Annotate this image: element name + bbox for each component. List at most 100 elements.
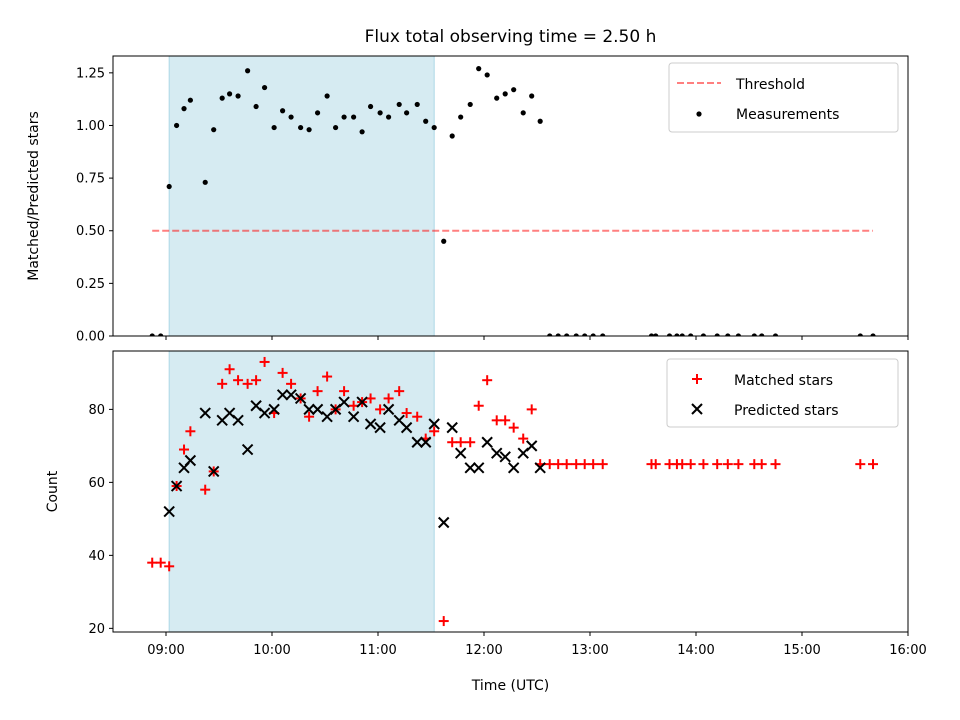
- measurement-point: [688, 333, 694, 336]
- measurement-point: [187, 97, 193, 103]
- predicted-star-point: [446, 421, 458, 434]
- predicted-star-point: [364, 418, 377, 430]
- matched-star-point: [508, 422, 519, 433]
- matched-star-point: [164, 561, 175, 572]
- x-tick-label: 14:00: [677, 643, 714, 658]
- measurement-point: [666, 333, 673, 336]
- measurement-point: [351, 114, 357, 120]
- matched-star-point: [650, 459, 661, 470]
- matched-star-point: [401, 408, 412, 419]
- count-panel-marks: [147, 356, 879, 627]
- matched-star-point: [526, 404, 537, 415]
- measurement-point: [725, 333, 731, 336]
- matched-star-point: [544, 459, 555, 470]
- matched-star-point: [447, 437, 458, 448]
- predicted-star-point: [507, 462, 520, 474]
- ratio-y-axis-label: Matched/Predicted stars: [26, 111, 42, 281]
- matched-star-point: [375, 404, 386, 415]
- legend-box: [666, 358, 899, 428]
- measurement-point: [653, 333, 659, 336]
- predicted-star-point: [438, 516, 450, 529]
- measurement-point: [537, 118, 543, 124]
- matched-star-point: [217, 378, 228, 389]
- matched-star-point: [455, 437, 466, 448]
- predicted-star-point: [207, 465, 220, 478]
- measurement-point: [396, 101, 402, 108]
- predicted-star-point: [382, 403, 395, 416]
- measurement-point: [648, 333, 655, 336]
- matched-star-point: [412, 411, 423, 422]
- legend-measurements-swatch: [696, 111, 702, 117]
- measurement-point: [467, 101, 473, 108]
- observing-window-shading: [168, 55, 435, 337]
- matched-star-point: [712, 459, 723, 470]
- plot-frame: [112, 350, 909, 633]
- matched-star-point: [571, 459, 582, 470]
- predicted-star-point: [356, 396, 368, 408]
- matched-star-point: [770, 459, 781, 470]
- matched-star-point: [855, 459, 866, 470]
- time-x-axis-label: Time (UTC): [471, 678, 549, 694]
- y-tick-label: 0.50: [76, 224, 105, 239]
- measurement-point: [458, 114, 464, 120]
- predicted-star-point: [472, 462, 485, 474]
- x-tick-label: 16:00: [889, 643, 926, 658]
- predicted-star-point: [232, 414, 244, 427]
- predicted-star-point: [268, 403, 280, 416]
- matched-star-point: [438, 616, 449, 627]
- legend-predicted-label: Predicted stars: [734, 403, 839, 419]
- count-panel-axes: 20 40 60 80 09:00 10:00 11:00 12:00 13:00 14:00 15…: [88, 350, 927, 658]
- measurement-point: [511, 87, 517, 93]
- measurement-point: [679, 333, 685, 336]
- count-legend: Matched stars Predicted stars: [666, 358, 899, 428]
- measurement-point: [414, 101, 420, 108]
- matched-star-point: [277, 367, 288, 378]
- matched-star-point: [465, 437, 476, 448]
- x-tick-label: 13:00: [571, 643, 608, 658]
- matched-star-point: [482, 375, 493, 386]
- matched-star-point: [597, 459, 608, 470]
- ratio-panel-axes: 0.00 0.25 0.50 0.75 1.00 1.25: [76, 55, 909, 345]
- predicted-star-point: [303, 403, 315, 416]
- count-y-axis-label: Count: [45, 470, 61, 512]
- measurement-point: [341, 114, 347, 120]
- matched-star-point: [491, 415, 502, 426]
- matched-star-point: [383, 393, 394, 404]
- matched-star-point: [286, 378, 297, 389]
- matched-star-point: [348, 400, 359, 411]
- observing-window-shading: [168, 350, 435, 633]
- legend-predicted-swatch: [691, 403, 703, 415]
- matched-star-point: [685, 459, 696, 470]
- measurement-point: [271, 124, 277, 131]
- matched-star-point: [500, 415, 511, 426]
- predicted-star-point: [534, 462, 546, 474]
- matched-star-point: [233, 375, 244, 386]
- measurement-point: [280, 108, 286, 114]
- matched-star-point: [339, 386, 350, 397]
- measurement-point: [529, 93, 535, 99]
- measurement-point: [404, 110, 410, 116]
- matched-star-point: [588, 459, 599, 470]
- matched-star-point: [756, 459, 767, 470]
- measurement-point: [476, 66, 482, 72]
- matched-star-point: [259, 356, 270, 367]
- x-tick-label: 11:00: [359, 643, 396, 658]
- predicted-star-point: [347, 410, 360, 423]
- measurement-point: [674, 333, 680, 336]
- x-tick-label: 09:00: [147, 643, 184, 658]
- measurement-point: [219, 95, 225, 101]
- x-tick-label: 15:00: [783, 643, 820, 658]
- predicted-star-point: [241, 443, 254, 456]
- predicted-star-point: [428, 418, 440, 430]
- measurement-point: [202, 179, 208, 185]
- matched-star-point: [518, 433, 529, 444]
- measurement-point: [367, 103, 374, 110]
- measurement-point: [377, 110, 383, 116]
- measurement-point: [253, 103, 259, 110]
- matched-star-point: [394, 386, 405, 397]
- predicted-star-point: [294, 392, 307, 405]
- legend-measurements-label: Measurements: [736, 107, 839, 123]
- ratio-panel-shading: [168, 55, 435, 337]
- measurement-point: [431, 124, 437, 131]
